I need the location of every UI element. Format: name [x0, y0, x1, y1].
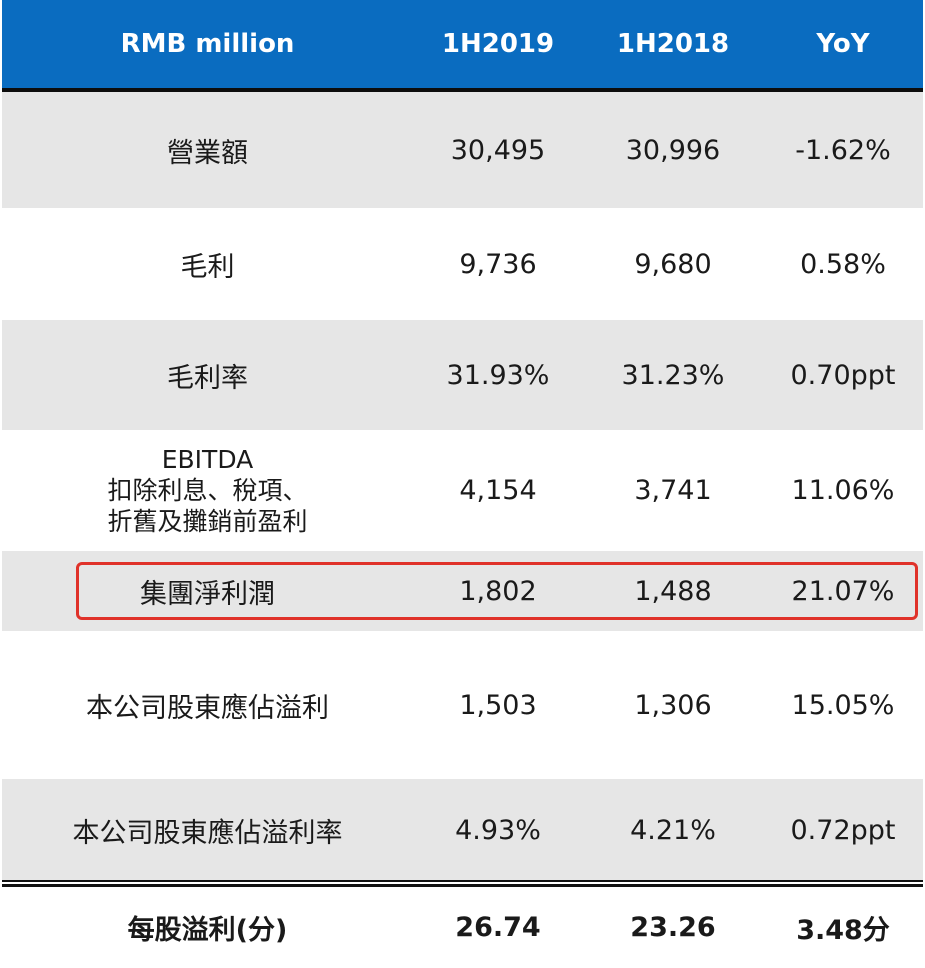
value-1h2018: 1,488	[634, 575, 712, 607]
value-1h2018: 3,741	[634, 475, 712, 506]
row-label: 本公司股東應佔溢利	[86, 692, 329, 724]
value-yoy: 3.48分	[796, 914, 890, 946]
value-1h2018: 23.26	[630, 911, 716, 943]
row-label-line: EBITDA	[161, 445, 254, 474]
header-rmb-million: RMB million	[120, 29, 295, 59]
value-yoy: 0.58%	[800, 248, 886, 280]
row-label: 營業額	[167, 137, 248, 169]
value-1h2018: 30,996	[625, 134, 721, 166]
value-1h2019: 31.93%	[446, 359, 550, 391]
value-yoy: -1.62%	[795, 134, 891, 166]
value-yoy: 0.72ppt	[790, 814, 896, 846]
table-row-profit-margin-attributable: 本公司股東應佔溢利率 4.93% 4.21% 0.72ppt	[2, 779, 923, 881]
row-label-line: 扣除利息、稅項、	[107, 476, 308, 505]
value-1h2019: 30,495	[450, 134, 546, 166]
header-1h2019: 1H2019	[441, 29, 555, 59]
value-yoy: 0.70ppt	[790, 359, 896, 391]
row-label: 毛利	[180, 251, 235, 283]
value-yoy: 15.05%	[791, 689, 895, 721]
table-row-eps: 每股溢利(分) 26.74 23.26 3.48分	[2, 888, 923, 966]
header-yoy: YoY	[816, 29, 870, 59]
row-label: 毛利率	[167, 362, 248, 394]
value-1h2019: 4,154	[459, 475, 537, 506]
summary-divider	[2, 880, 923, 882]
value-1h2019: 4.93%	[455, 814, 541, 846]
table-row-group-net-profit: 集團淨利潤 1,802 1,488 21.07%	[2, 551, 923, 631]
value-1h2019: 1,503	[459, 689, 537, 721]
table-row-revenue: 營業額 30,495 30,996 -1.62%	[2, 92, 923, 208]
row-label: EBITDA 扣除利息、稅項、 折舊及攤銷前盈利	[2, 430, 413, 551]
summary-divider	[2, 884, 923, 887]
value-1h2019: 26.74	[455, 911, 541, 943]
value-1h2018: 9,680	[634, 248, 712, 280]
value-1h2019: 1,802	[459, 575, 537, 607]
table-row-profit-attributable: 本公司股東應佔溢利 1,503 1,306 15.05%	[2, 631, 923, 779]
table-row-gross-margin: 毛利率 31.93% 31.23% 0.70ppt	[2, 320, 923, 430]
header-1h2018: 1H2018	[616, 29, 730, 59]
value-yoy: 21.07%	[791, 575, 895, 607]
value-1h2018: 31.23%	[621, 359, 725, 391]
header-divider	[2, 88, 923, 92]
row-label: 本公司股東應佔溢利率	[72, 817, 343, 849]
row-label: 集團淨利潤	[140, 578, 275, 610]
value-1h2018: 1,306	[634, 689, 712, 721]
row-label-line: 折舊及攤銷前盈利	[107, 507, 308, 536]
row-label: 每股溢利(分)	[127, 914, 288, 946]
table-header-row: RMB million 1H2019 1H2018 YoY	[2, 0, 923, 88]
value-1h2019: 9,736	[459, 248, 537, 280]
table-row-gross-profit: 毛利 9,736 9,680 0.58%	[2, 208, 923, 320]
table-row-ebitda: EBITDA 扣除利息、稅項、 折舊及攤銷前盈利 4,154 3,741 11.…	[2, 430, 923, 551]
value-1h2018: 4.21%	[630, 814, 716, 846]
value-yoy: 11.06%	[791, 475, 895, 506]
